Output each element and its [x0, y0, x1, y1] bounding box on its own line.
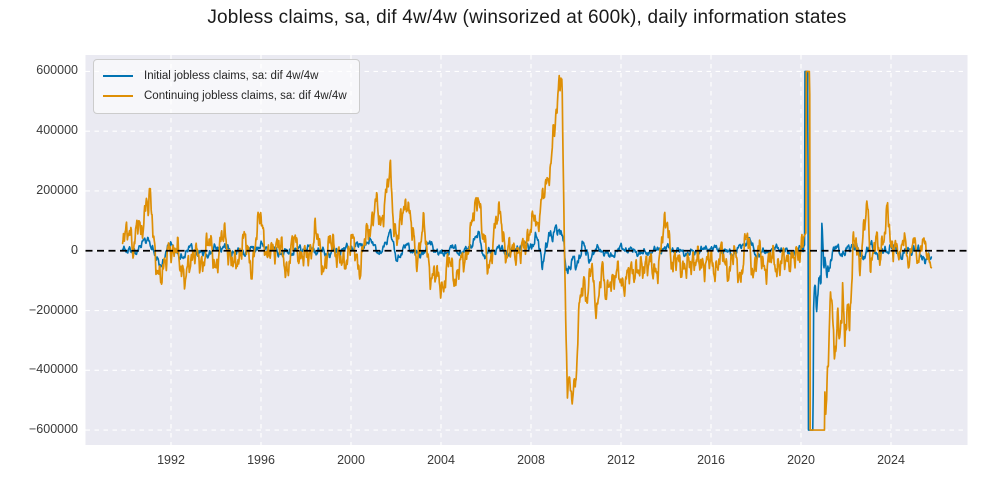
x-axis-tick-label: 2020: [787, 453, 815, 467]
legend-label: Continuing jobless claims, sa: dif 4w/4w: [144, 90, 347, 102]
y-axis-tick-label: 0: [71, 242, 78, 257]
y-axis-tick-label: 400000: [36, 123, 78, 138]
chart-title: Jobless claims, sa, dif 4w/4w (winsorize…: [207, 7, 847, 28]
y-axis-tick-label: 600000: [36, 63, 78, 78]
legend: Initial jobless claims, sa: dif 4w/4w Co…: [93, 59, 360, 114]
legend-item-continuing-claims: Continuing jobless claims, sa: dif 4w/4w: [103, 86, 347, 106]
series-line-continuing-claims: [121, 70, 933, 431]
y-axis-tick-label: −600000: [28, 422, 78, 437]
legend-swatch-continuing-claims-line: [103, 94, 133, 98]
legend-item-initial-claims: Initial jobless claims, sa: dif 4w/4w: [103, 66, 347, 86]
y-axis-tick-label: −400000: [28, 362, 78, 377]
x-axis-tick-label: 2016: [697, 453, 725, 467]
x-axis-tick-label: 1996: [247, 453, 275, 467]
legend-swatch-initial-claims-line: [103, 74, 133, 78]
x-axis-tick-label: 2000: [337, 453, 365, 467]
x-axis-tick-label: 2024: [877, 453, 905, 467]
x-axis-tick-label: 2004: [427, 453, 455, 467]
y-axis-tick-label: 200000: [36, 182, 78, 197]
x-axis-tick-label: 2012: [607, 453, 635, 467]
x-axis-tick-label: 1992: [157, 453, 185, 467]
y-axis-tick-label: −200000: [28, 302, 78, 317]
x-axis-tick-label: 2008: [517, 453, 545, 467]
legend-label: Initial jobless claims, sa: dif 4w/4w: [144, 70, 319, 82]
